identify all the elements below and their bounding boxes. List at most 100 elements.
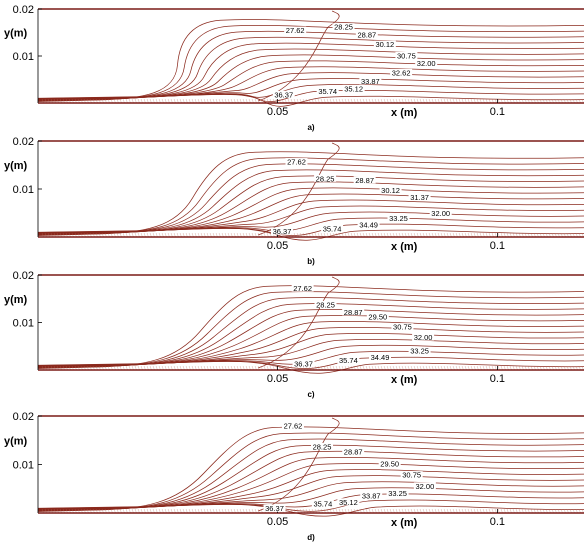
contour-line bbox=[37, 175, 584, 235]
contour-line bbox=[37, 157, 584, 236]
contour-label-bg bbox=[291, 284, 314, 292]
contour-label: 35.12 bbox=[339, 498, 358, 507]
contour-line bbox=[37, 54, 584, 101]
contour-label-bg bbox=[281, 422, 304, 430]
contour-line bbox=[37, 60, 584, 101]
contour-line bbox=[37, 66, 584, 100]
contour-label-bg bbox=[408, 193, 431, 201]
contour-line bbox=[37, 463, 584, 511]
contour-line bbox=[37, 30, 584, 102]
contour-label: 28.25 bbox=[313, 442, 332, 451]
contour-label: 30.12 bbox=[375, 40, 394, 49]
contour-label: 29.50 bbox=[380, 459, 399, 468]
contour-line bbox=[37, 36, 584, 102]
panel-label: a) bbox=[307, 123, 314, 132]
contour-label-bg bbox=[321, 224, 344, 232]
contour-label: 30.75 bbox=[397, 51, 416, 60]
contour-label: 33.25 bbox=[410, 346, 429, 355]
contour-line bbox=[37, 151, 584, 236]
y-tick-label: 0.02 bbox=[13, 411, 34, 423]
contour-line bbox=[37, 193, 584, 235]
y-tick-label: 0.01 bbox=[13, 318, 34, 330]
y-axis-label: y(m) bbox=[4, 160, 28, 172]
contour-line bbox=[37, 217, 584, 234]
contour-label: 32.00 bbox=[417, 59, 436, 68]
x-tick-label: 0.05 bbox=[267, 106, 288, 118]
contour-label: 28.87 bbox=[344, 308, 363, 317]
contour-label: 28.25 bbox=[316, 300, 335, 309]
contour-label-bg bbox=[360, 491, 383, 499]
x-tick-label: 0.05 bbox=[267, 373, 288, 385]
contour-label-bg bbox=[415, 59, 438, 67]
x-axis-label: x (m) bbox=[391, 107, 418, 119]
contour-line bbox=[37, 187, 584, 235]
contour-line bbox=[37, 475, 584, 510]
contour-label: 32.00 bbox=[431, 209, 450, 218]
contour-line-27-62 bbox=[258, 417, 340, 512]
contour-label: 32.00 bbox=[415, 482, 434, 491]
contour-label: 33.25 bbox=[389, 214, 408, 223]
y-tick-label: 0.02 bbox=[13, 136, 34, 148]
contour-label-bg bbox=[342, 447, 365, 455]
panel-label: c) bbox=[307, 390, 314, 399]
contour-line bbox=[37, 72, 584, 100]
contour-label-bg bbox=[412, 333, 435, 341]
contour-line bbox=[37, 89, 584, 103]
x-tick-label: 0.1 bbox=[490, 106, 505, 118]
contour-label-bg bbox=[390, 68, 413, 76]
panel-3: 0.01 0.02 y(m) 0.05 0.1 x (m) c) 27.62 28.25 28.8… bbox=[4, 270, 584, 399]
contour-line bbox=[37, 181, 584, 235]
contour-label: 30.75 bbox=[402, 471, 421, 480]
contour-label-bg bbox=[369, 353, 392, 361]
contour-label-bg bbox=[311, 500, 334, 508]
contour-line bbox=[37, 94, 584, 107]
contour-label: 28.87 bbox=[355, 176, 374, 185]
contour-label-bg bbox=[386, 489, 409, 497]
x-tick-label: 0.1 bbox=[490, 373, 505, 385]
contour-label-bg bbox=[378, 459, 401, 467]
contour-label: 27.62 bbox=[293, 284, 312, 293]
contour-line bbox=[37, 426, 584, 512]
contour-label: 29.50 bbox=[368, 313, 387, 322]
x-tick-label: 0.1 bbox=[490, 240, 505, 252]
y-axis-label: y(m) bbox=[4, 28, 28, 40]
contour-label-bg bbox=[391, 323, 414, 331]
contour-line bbox=[37, 309, 584, 368]
y-tick-label: 0.02 bbox=[13, 270, 34, 282]
y-tick-label: 0.01 bbox=[13, 51, 34, 63]
contour-line bbox=[37, 228, 584, 241]
contour-label: 35.74 bbox=[313, 500, 332, 509]
contour-line bbox=[37, 199, 584, 234]
contour-line bbox=[37, 78, 584, 100]
contour-label: 36.37 bbox=[294, 360, 313, 369]
x-tick-label: 0.05 bbox=[267, 516, 288, 528]
contour-label-bg bbox=[310, 442, 333, 450]
contour-label: 32.62 bbox=[392, 68, 411, 77]
contour-label: 35.74 bbox=[339, 356, 358, 365]
contour-label-bg bbox=[342, 308, 365, 316]
contour-label-bg bbox=[359, 77, 382, 85]
contour-label-bg bbox=[272, 90, 295, 98]
contour-line bbox=[37, 48, 584, 101]
contour-line bbox=[37, 315, 584, 368]
contour-label: 36.37 bbox=[273, 227, 292, 236]
contour-label-bg bbox=[337, 356, 360, 364]
contour-label-bg bbox=[270, 227, 293, 235]
contour-line bbox=[37, 444, 584, 512]
y-tick-label: 0.01 bbox=[13, 460, 34, 472]
contour-line-27-62 bbox=[258, 142, 340, 236]
contour-label-bg bbox=[353, 176, 376, 184]
contour-label: 34.49 bbox=[359, 220, 378, 229]
contour-label-bg bbox=[357, 220, 380, 228]
contour-label: 33.87 bbox=[362, 491, 381, 500]
contour-line bbox=[37, 361, 584, 374]
contour-line bbox=[37, 297, 584, 369]
contour-label-bg bbox=[337, 498, 360, 506]
contour-label-bg bbox=[379, 186, 402, 194]
panel-label: d) bbox=[307, 533, 315, 542]
contour-label-bg bbox=[316, 87, 339, 95]
contour-line bbox=[37, 456, 584, 511]
contour-label-bg bbox=[395, 51, 418, 59]
panel-1: 0.01 0.02 y(m) 0.05 0.1 x (m) a) 27.62 28.25 28.8… bbox=[4, 4, 584, 132]
